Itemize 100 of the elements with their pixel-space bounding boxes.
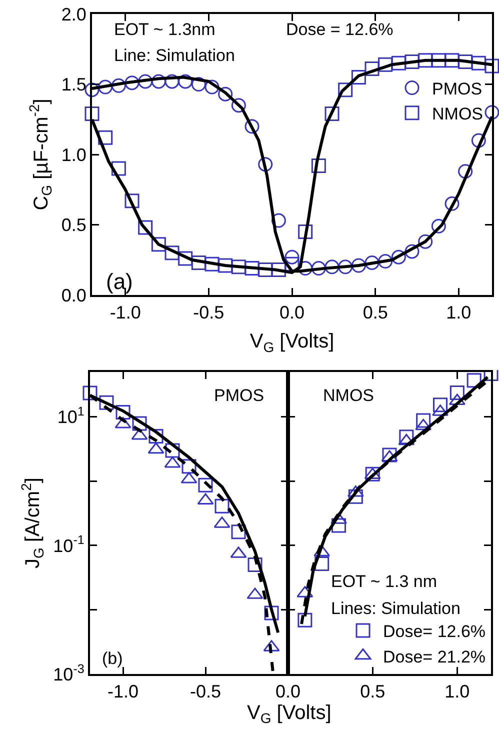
point xyxy=(418,53,433,68)
point xyxy=(244,119,260,134)
point xyxy=(365,466,380,482)
point xyxy=(231,524,246,540)
x-tick-label: 1.0 xyxy=(444,682,470,702)
point xyxy=(484,58,499,74)
point xyxy=(284,250,300,264)
point xyxy=(444,196,460,211)
point xyxy=(398,434,415,446)
point xyxy=(450,385,464,400)
point xyxy=(111,161,126,176)
point xyxy=(197,493,214,505)
point xyxy=(404,244,420,259)
x-tick-label: 1.0 xyxy=(446,302,472,323)
point xyxy=(82,386,98,400)
point xyxy=(404,54,420,70)
point xyxy=(148,442,164,454)
y-tick-label: 10$^{-1}$ xyxy=(53,533,84,556)
point xyxy=(324,106,340,122)
point xyxy=(218,86,233,102)
point xyxy=(178,74,193,89)
point xyxy=(364,62,380,76)
annotation: EOT ~ 1.3 nm xyxy=(331,572,437,591)
x-tick-label: 0.0 xyxy=(279,302,305,323)
point xyxy=(182,459,196,474)
point xyxy=(116,405,130,420)
y-tick-label: 10$^{1}$ xyxy=(57,404,84,428)
point xyxy=(458,164,473,179)
point xyxy=(416,413,431,428)
annotation: EOT ~ 1.3nm xyxy=(114,20,216,39)
point xyxy=(271,213,286,228)
point xyxy=(415,418,432,430)
x-tick-label: 0.0 xyxy=(275,682,301,702)
point xyxy=(338,82,353,98)
y-tick-label: 10$^{-3}$ xyxy=(53,662,84,684)
legend-label: Dose= 12.6% xyxy=(383,622,486,642)
legend-label: Dose= 21.2% xyxy=(383,647,486,666)
point xyxy=(114,416,132,428)
point xyxy=(84,106,100,122)
annotation: (b) xyxy=(102,649,123,668)
point xyxy=(391,56,406,70)
point xyxy=(99,395,114,410)
point xyxy=(151,237,166,252)
annotation: Lines: Simulation xyxy=(331,599,460,618)
point xyxy=(248,558,262,572)
point xyxy=(98,130,113,145)
point xyxy=(165,443,180,458)
x-axis-title: V$_{G}$ [Volts] xyxy=(247,702,332,726)
point xyxy=(298,612,312,628)
point xyxy=(131,428,148,440)
point xyxy=(431,53,446,68)
point xyxy=(382,448,397,462)
point xyxy=(311,261,326,276)
point xyxy=(191,77,206,92)
point xyxy=(298,224,313,240)
point xyxy=(84,82,100,98)
point xyxy=(231,98,246,113)
point xyxy=(132,416,147,431)
point xyxy=(311,158,326,173)
point xyxy=(332,518,346,533)
point xyxy=(378,254,393,269)
legend-label: PMOS xyxy=(432,79,482,98)
point xyxy=(324,260,340,274)
x-axis-title: V$_{G}$ [Volts] xyxy=(250,330,334,355)
point xyxy=(198,478,213,492)
point xyxy=(98,80,113,94)
point xyxy=(164,74,180,89)
point xyxy=(231,260,246,274)
y-tick-label: 1.5 xyxy=(61,74,86,95)
point xyxy=(151,74,166,89)
point xyxy=(164,456,181,468)
point xyxy=(378,57,393,72)
point xyxy=(191,255,206,270)
x-tick-label: 0.5 xyxy=(360,682,386,702)
x-tick-label: -0.5 xyxy=(193,302,224,323)
x-tick-label: -1.0 xyxy=(110,302,141,323)
annotation: Dose = 12.6% xyxy=(286,20,394,39)
point xyxy=(351,258,366,273)
point xyxy=(138,74,153,89)
point xyxy=(433,398,448,412)
point xyxy=(391,250,406,264)
point xyxy=(471,56,486,70)
point xyxy=(244,261,260,276)
annotation: (a) xyxy=(106,269,133,294)
point xyxy=(204,80,220,94)
point xyxy=(431,218,446,234)
x-tick-label: -0.5 xyxy=(190,682,222,702)
y-tick-label: 1.0 xyxy=(61,144,86,165)
annotation: PMOS xyxy=(214,386,264,405)
point xyxy=(471,133,486,148)
legend-label: NMOS xyxy=(432,104,483,124)
point xyxy=(164,246,180,260)
point xyxy=(314,556,330,571)
point xyxy=(338,260,353,274)
point xyxy=(271,262,286,277)
point xyxy=(364,255,380,270)
point xyxy=(178,251,193,266)
point xyxy=(111,78,126,93)
point xyxy=(214,498,230,514)
point xyxy=(124,76,140,90)
